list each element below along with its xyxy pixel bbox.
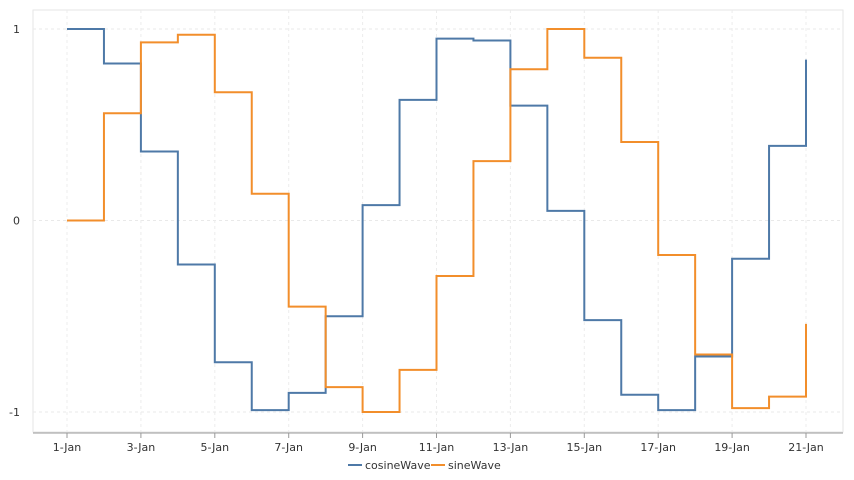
- series-line-sineWave: [67, 28, 807, 413]
- x-tick-label: 15-Jan: [567, 441, 603, 454]
- y-tick-label: 0: [13, 215, 20, 228]
- x-tick-label: 17-Jan: [640, 441, 676, 454]
- legend-label: cosineWave: [365, 459, 431, 472]
- x-tick-label: 3-Jan: [127, 441, 156, 454]
- legend-item-sineWave[interactable]: sineWave: [431, 459, 501, 472]
- legend[interactable]: cosineWave sineWave: [348, 459, 501, 472]
- x-tick-label: 19-Jan: [714, 441, 750, 454]
- y-tick-label: 1: [13, 23, 20, 36]
- x-tick-label: 1-Jan: [53, 441, 82, 454]
- series-line-cosineWave: [67, 28, 807, 412]
- x-tick-label: 9-Jan: [348, 441, 377, 454]
- series-lines: [67, 28, 807, 413]
- legend-label: sineWave: [448, 459, 501, 472]
- x-tick-label: 11-Jan: [419, 441, 455, 454]
- x-axis-ticks: 1-Jan 3-Jan 5-Jan 7-Jan 9-Jan 11-Jan 13-Jan 15-…: [53, 433, 824, 454]
- y-tick-label: -1: [9, 406, 20, 419]
- x-tick-label: 21-Jan: [788, 441, 824, 454]
- x-tick-label: 5-Jan: [201, 441, 230, 454]
- x-tick-label: 7-Jan: [274, 441, 303, 454]
- legend-item-cosineWave[interactable]: cosineWave: [348, 459, 431, 472]
- y-axis-ticks: 1 0 -1: [9, 23, 20, 419]
- x-tick-label: 13-Jan: [493, 441, 529, 454]
